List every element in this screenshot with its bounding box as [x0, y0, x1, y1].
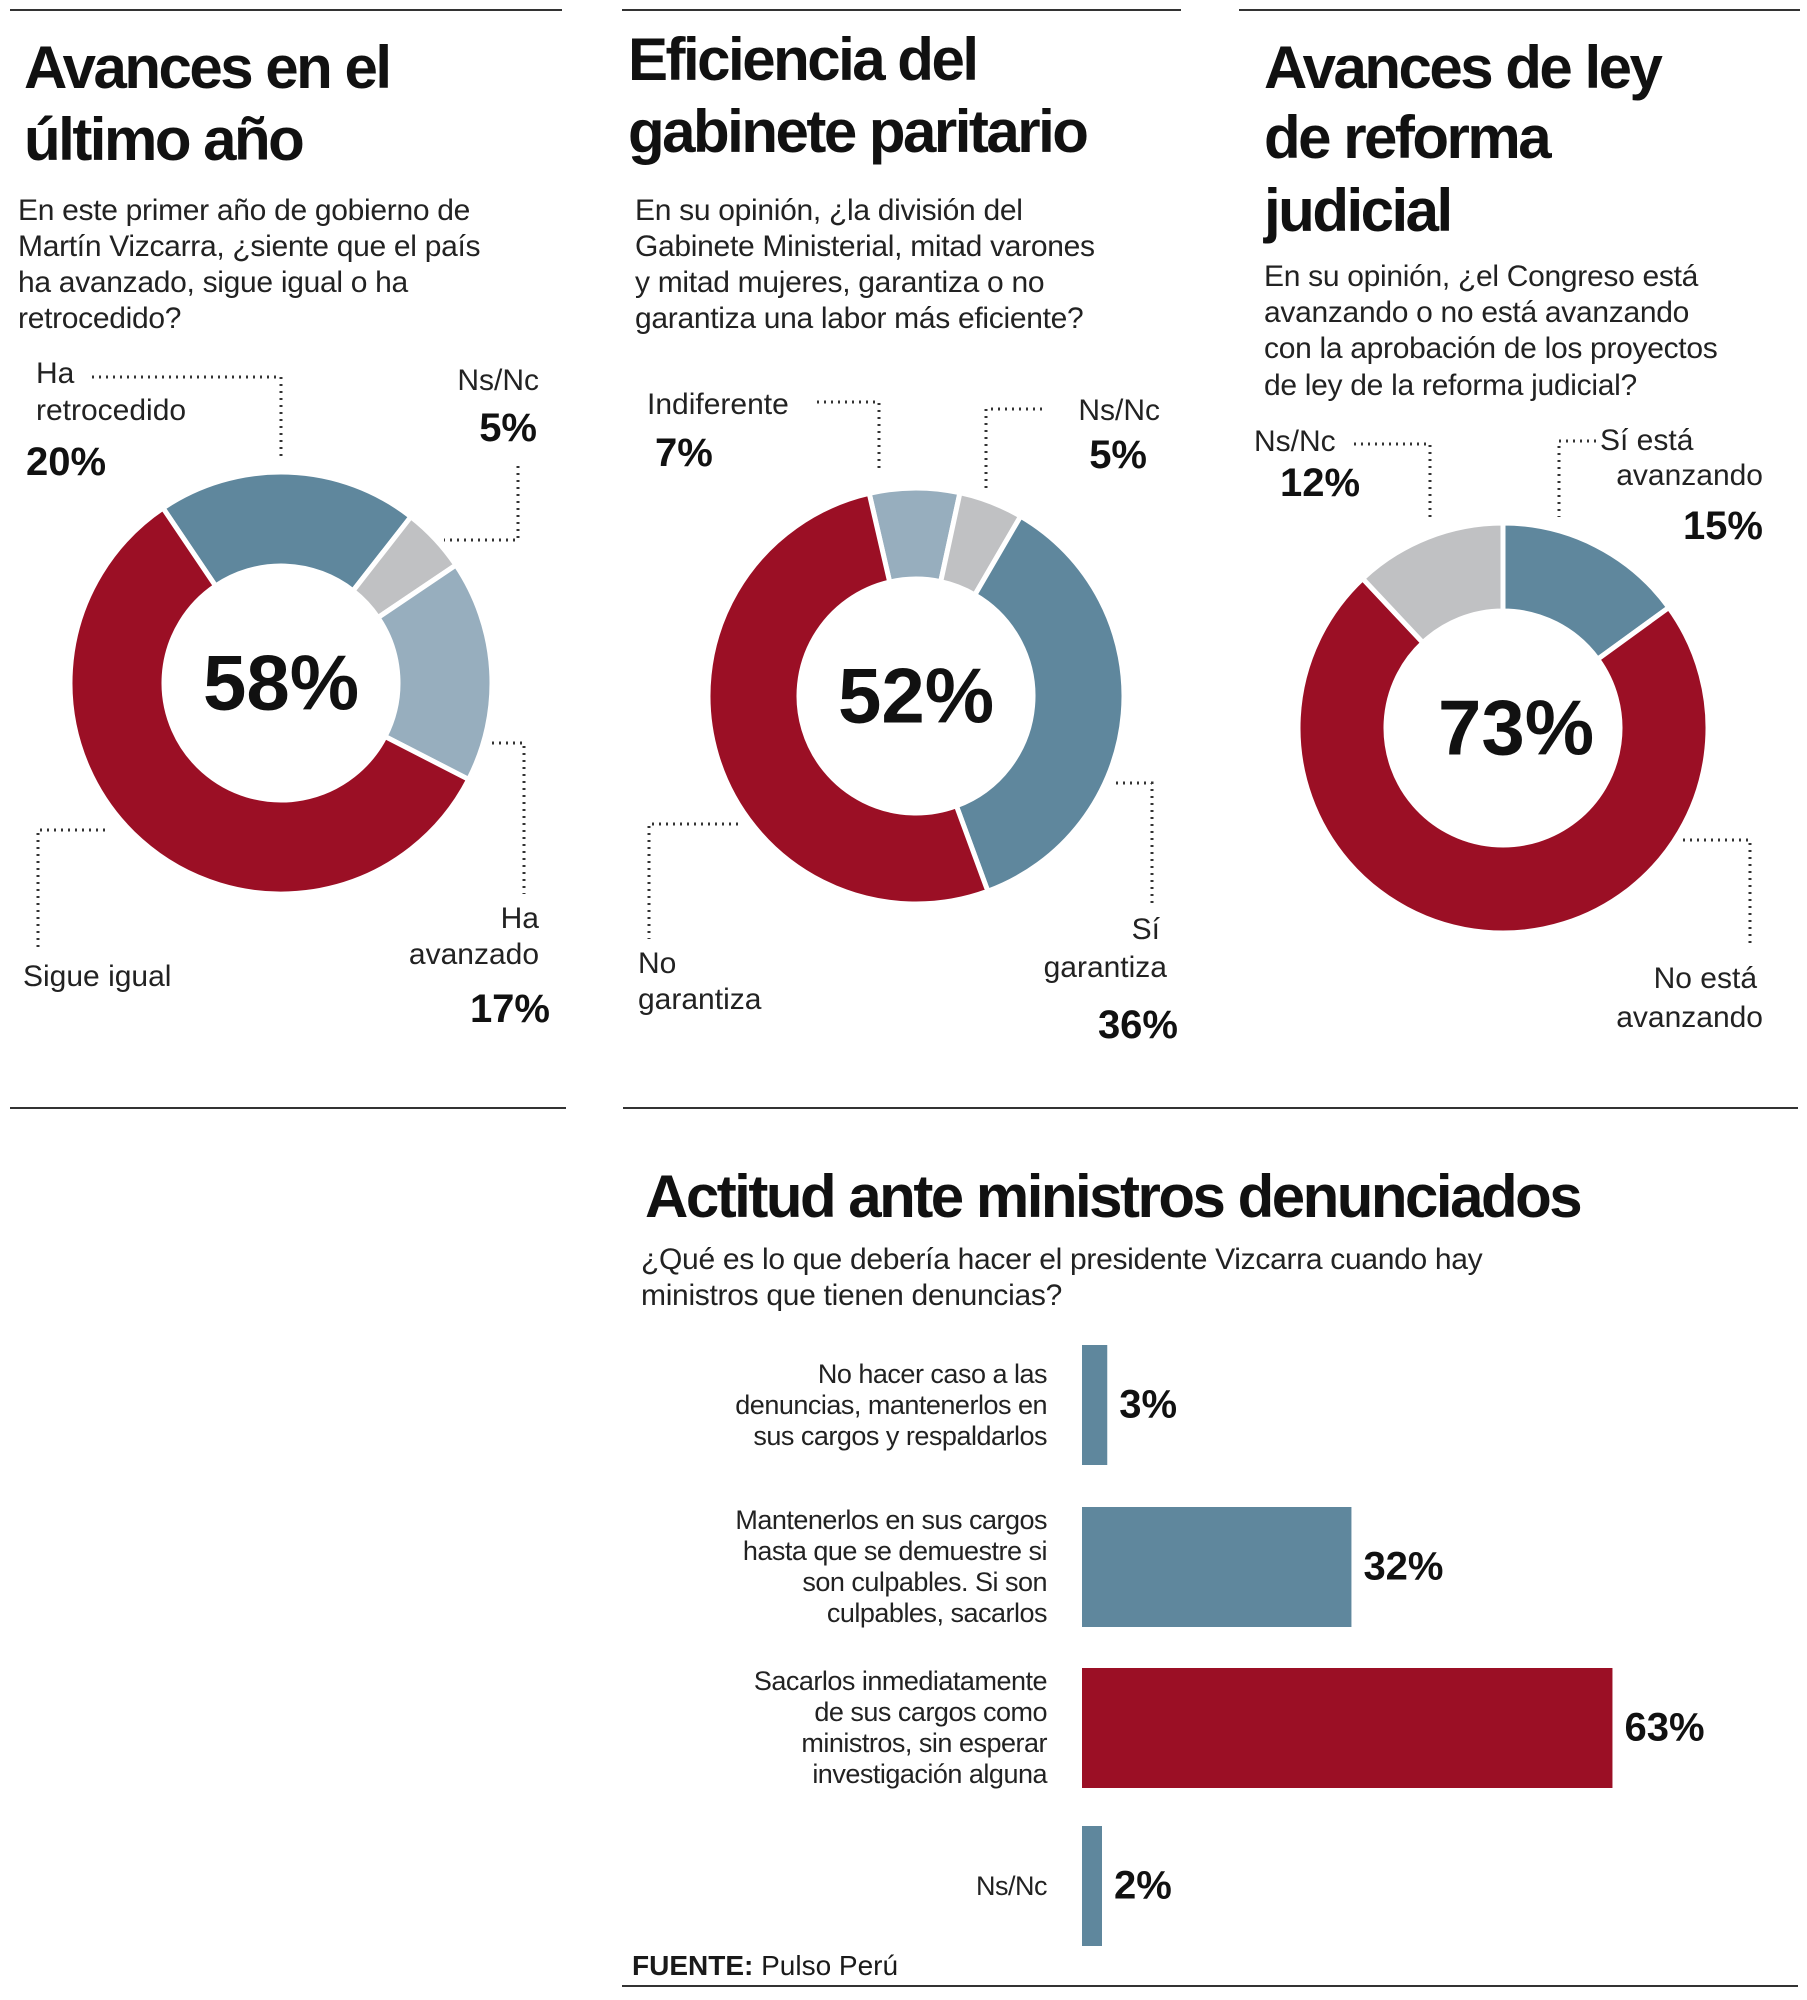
chart3-center-value: 73% — [1437, 683, 1595, 772]
donut-slice-no-est-avanzando — [1295, 575, 1711, 936]
chart4-question-2: ministros que tienen denuncias? — [641, 1279, 1062, 1312]
bar-1 — [1082, 1345, 1108, 1465]
bar-4 — [1082, 1826, 1102, 1946]
bar-category-label: hasta que se demuestre si — [742, 1536, 1048, 1566]
leader-avanzado — [492, 741, 526, 894]
label-si-avanzando-2: avanzando — [1616, 459, 1763, 492]
leader-nsnc-1 — [444, 466, 520, 542]
label-no-garantiza-2: garantiza — [638, 983, 762, 1016]
chart1-question-4: retrocedido? — [18, 302, 182, 335]
bar-3 — [1082, 1668, 1613, 1788]
bar-category-label: Mantenerlos en sus cargos — [735, 1505, 1047, 1535]
leader-no-avanzando — [1683, 838, 1752, 945]
leader-indiferente — [817, 400, 881, 470]
value-si-avanzando: 15% — [1682, 504, 1763, 548]
donut-charts — [67, 469, 1711, 936]
label-nsnc-3: Ns/Nc — [1254, 425, 1336, 458]
leader-no-garantiza — [647, 822, 738, 939]
chart3-title-line2: de reforma — [1264, 104, 1552, 171]
chart1-center-value: 58% — [202, 638, 360, 727]
value-ha-avanzado: 17% — [469, 987, 550, 1031]
bar-category-label: denuncias, mantenerlos en — [735, 1389, 1047, 1420]
leader-sigue-igual — [36, 828, 105, 951]
bar-category-label: culpables, sacarlos — [826, 1598, 1048, 1628]
value-indiferente: 7% — [655, 431, 713, 475]
chart3-title-line3: judicial — [1264, 177, 1453, 244]
chart3-question-1: En su opinión, ¿el Congreso está — [1264, 260, 1698, 293]
label-indiferente: Indiferente — [647, 388, 789, 421]
bar-chart — [1082, 1345, 1613, 1946]
chart3-question-2: avanzando o no está avanzando — [1264, 296, 1689, 329]
label-nsnc-2: Ns/Nc — [1078, 394, 1160, 427]
chart1-question-1: En este primer año de gobierno de — [18, 194, 471, 227]
leader-retrocedido — [92, 375, 283, 460]
chart3-title-line1: Avances de ley — [1264, 34, 1663, 101]
label-ha-retrocedido-2: retrocedido — [36, 394, 187, 427]
label-si-garantiza-2: garantiza — [1043, 951, 1167, 984]
chart3-question-3: con la aprobación de los proyectos — [1264, 332, 1718, 365]
leader-si-garantiza — [1116, 781, 1154, 907]
label-ha-avanzado-1: Ha — [500, 902, 539, 935]
bar-category-label: Ns/Nc — [976, 1870, 1048, 1901]
leader-si-avanzando — [1557, 439, 1596, 517]
chart1-title-line2: último año — [24, 106, 305, 173]
value-nsnc-2: 5% — [1089, 433, 1147, 477]
chart3-question-4: de ley de la reforma judicial? — [1264, 369, 1637, 402]
chart2-title-line1: Eficiencia del — [628, 26, 979, 93]
bar-category-label: investigación alguna — [812, 1759, 1047, 1789]
chart1-question-3: ha avanzado, sigue igual o ha — [18, 266, 408, 299]
label-ha-avanzado-2: avanzado — [408, 938, 539, 971]
bar-category-label: de sus cargos como — [814, 1697, 1047, 1727]
bar-value-label: 32% — [1363, 1544, 1444, 1589]
bar-value-label: 3% — [1119, 1382, 1178, 1427]
chart4-question-1: ¿Qué es lo que debería hacer el presiden… — [641, 1243, 1483, 1276]
label-no-garantiza-1: No — [638, 947, 677, 980]
chart4-title: Actitud ante ministros denunciados — [645, 1163, 1583, 1230]
label-ha-retrocedido-1: Ha — [36, 357, 75, 390]
bar-2 — [1082, 1507, 1352, 1627]
bar-category-label: sus cargos y respaldarlos — [753, 1420, 1047, 1451]
bar-category-label: ministros, sin esperar — [801, 1728, 1047, 1758]
donut-slice-ha-retrocedido — [159, 469, 415, 595]
label-no-avanzando-2: avanzando — [1616, 1001, 1763, 1034]
donut-slice-ha-avanzado — [374, 561, 495, 783]
label-sigue-igual: Sigue igual — [23, 960, 172, 993]
chart2-title-line2: gabinete paritario — [628, 98, 1089, 165]
label-si-garantiza-1: Sí — [1131, 913, 1160, 946]
bar-category-label: Sacarlos inmediatamente — [753, 1666, 1048, 1696]
bar-value-label: 2% — [1114, 1863, 1172, 1908]
bar-category-label: No hacer caso a las — [817, 1358, 1048, 1389]
value-si-garantiza: 36% — [1097, 1003, 1178, 1047]
chart1-question-2: Martín Vizcarra, ¿siente que el país — [18, 230, 481, 263]
donut-slice-ns-nc — [1359, 520, 1506, 647]
donut-slice-s-garantiza — [953, 512, 1127, 895]
chart2-question-4: garantiza una labor más eficiente? — [635, 302, 1084, 335]
leader-nsnc-3 — [1354, 442, 1432, 517]
source-value: Pulso Perú — [753, 1950, 899, 1981]
divider-rules — [10, 9, 1800, 1987]
source-label: FUENTE: — [632, 1950, 754, 1981]
chart1-title-line1: Avances en el — [24, 34, 392, 101]
leader-lines — [36, 375, 1752, 951]
value-ha-retrocedido: 20% — [26, 440, 107, 484]
chart2-question-2: Gabinete Ministerial, mitad varones — [635, 230, 1095, 263]
label-si-avanzando-1: Sí está — [1600, 424, 1694, 457]
value-nsnc-1: 5% — [479, 406, 537, 450]
chart2-question-1: En su opinión, ¿la división del — [635, 194, 1023, 227]
source-note: FUENTE: Pulso Perú — [632, 1950, 898, 1982]
leader-nsnc-2 — [984, 407, 1042, 489]
label-no-avanzando-1: No está — [1653, 962, 1757, 995]
chart2-center-value: 52% — [837, 651, 995, 740]
bar-value-label: 63% — [1624, 1705, 1705, 1750]
label-nsnc-1: Ns/Nc — [457, 364, 539, 397]
donut-slice-no-garantiza — [705, 490, 992, 907]
bar-category-label: son culpables. Si son — [802, 1567, 1047, 1597]
donut-slice-sigue-igual — [67, 504, 473, 897]
value-nsnc-3: 12% — [1280, 461, 1361, 505]
chart2-question-3: y mitad mujeres, garantiza o no — [635, 266, 1045, 299]
